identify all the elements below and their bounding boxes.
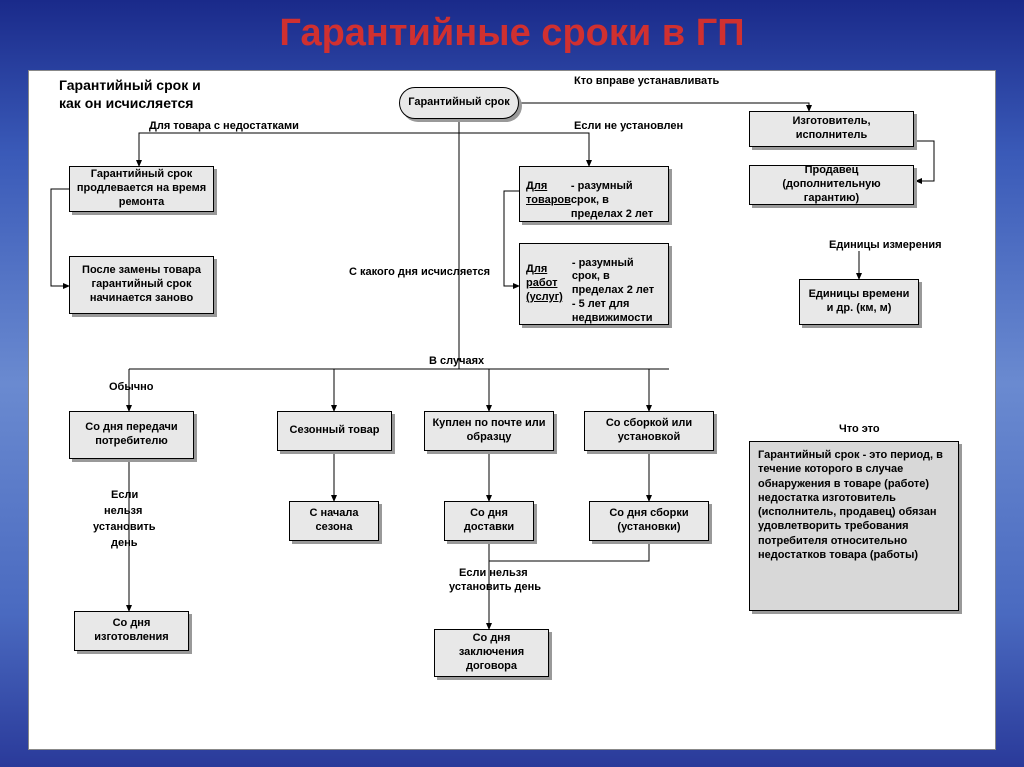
label-cantday-4: день (111, 537, 138, 550)
node-contract: Со дня заключения договора (434, 629, 549, 677)
label-cantday-3: установить (93, 521, 156, 534)
subtitle-line1: Гарантийный срок и (59, 77, 201, 94)
diagram-canvas: Гарантийный срок и как он исчисляется Га… (28, 70, 996, 750)
node-season-start: С начала сезона (289, 501, 379, 541)
label-notset: Если не установлен (574, 120, 683, 133)
node-units: Единицы времени и др. (км, м) (799, 279, 919, 325)
node-goods: Для товаров- разумный срок, в пределах 2… (519, 166, 669, 222)
node-season: Сезонный товар (277, 411, 392, 451)
node-delivery: Со дня доставки (444, 501, 534, 541)
subtitle-line2: как он исчисляется (59, 95, 193, 112)
label-cantday-1: Если (111, 489, 138, 502)
node-maker: Изготовитель, исполнитель (749, 111, 914, 147)
node-works: Для работ (услуг)- разумный срок, в пред… (519, 243, 669, 325)
node-post: Куплен по почте или образцу (424, 411, 554, 451)
label-cantday-b1: Если нельзя (459, 567, 528, 580)
page-title: Гарантийные сроки в ГП (0, 0, 1024, 63)
label-cantday-2: нельзя (104, 505, 142, 518)
label-who: Кто вправе устанавливать (574, 75, 719, 88)
label-fromday: С какого дня исчисляется (349, 266, 490, 279)
node-made: Со дня изготовления (74, 611, 189, 651)
node-assembly: Со сборкой или установкой (584, 411, 714, 451)
node-seller: Продавец (дополнительную гарантию) (749, 165, 914, 205)
node-assembled: Со дня сборки (установки) (589, 501, 709, 541)
label-defects: Для товара с недостатками (149, 120, 299, 133)
label-usually: Обычно (109, 381, 154, 394)
node-root: Гарантийный срок (399, 87, 519, 119)
label-cases: В случаях (429, 355, 484, 368)
info-definition: Гарантийный срок - это период, в течение… (749, 441, 959, 611)
label-cantday-b2: установить день (449, 581, 541, 594)
node-extended: Гарантийный срок продлевается на время р… (69, 166, 214, 212)
node-after-replace: После замены товара гарантийный срок нач… (69, 256, 214, 314)
node-transfer: Со дня передачи потребителю (69, 411, 194, 459)
label-what: Что это (839, 423, 880, 436)
label-units: Единицы измерения (829, 239, 942, 252)
